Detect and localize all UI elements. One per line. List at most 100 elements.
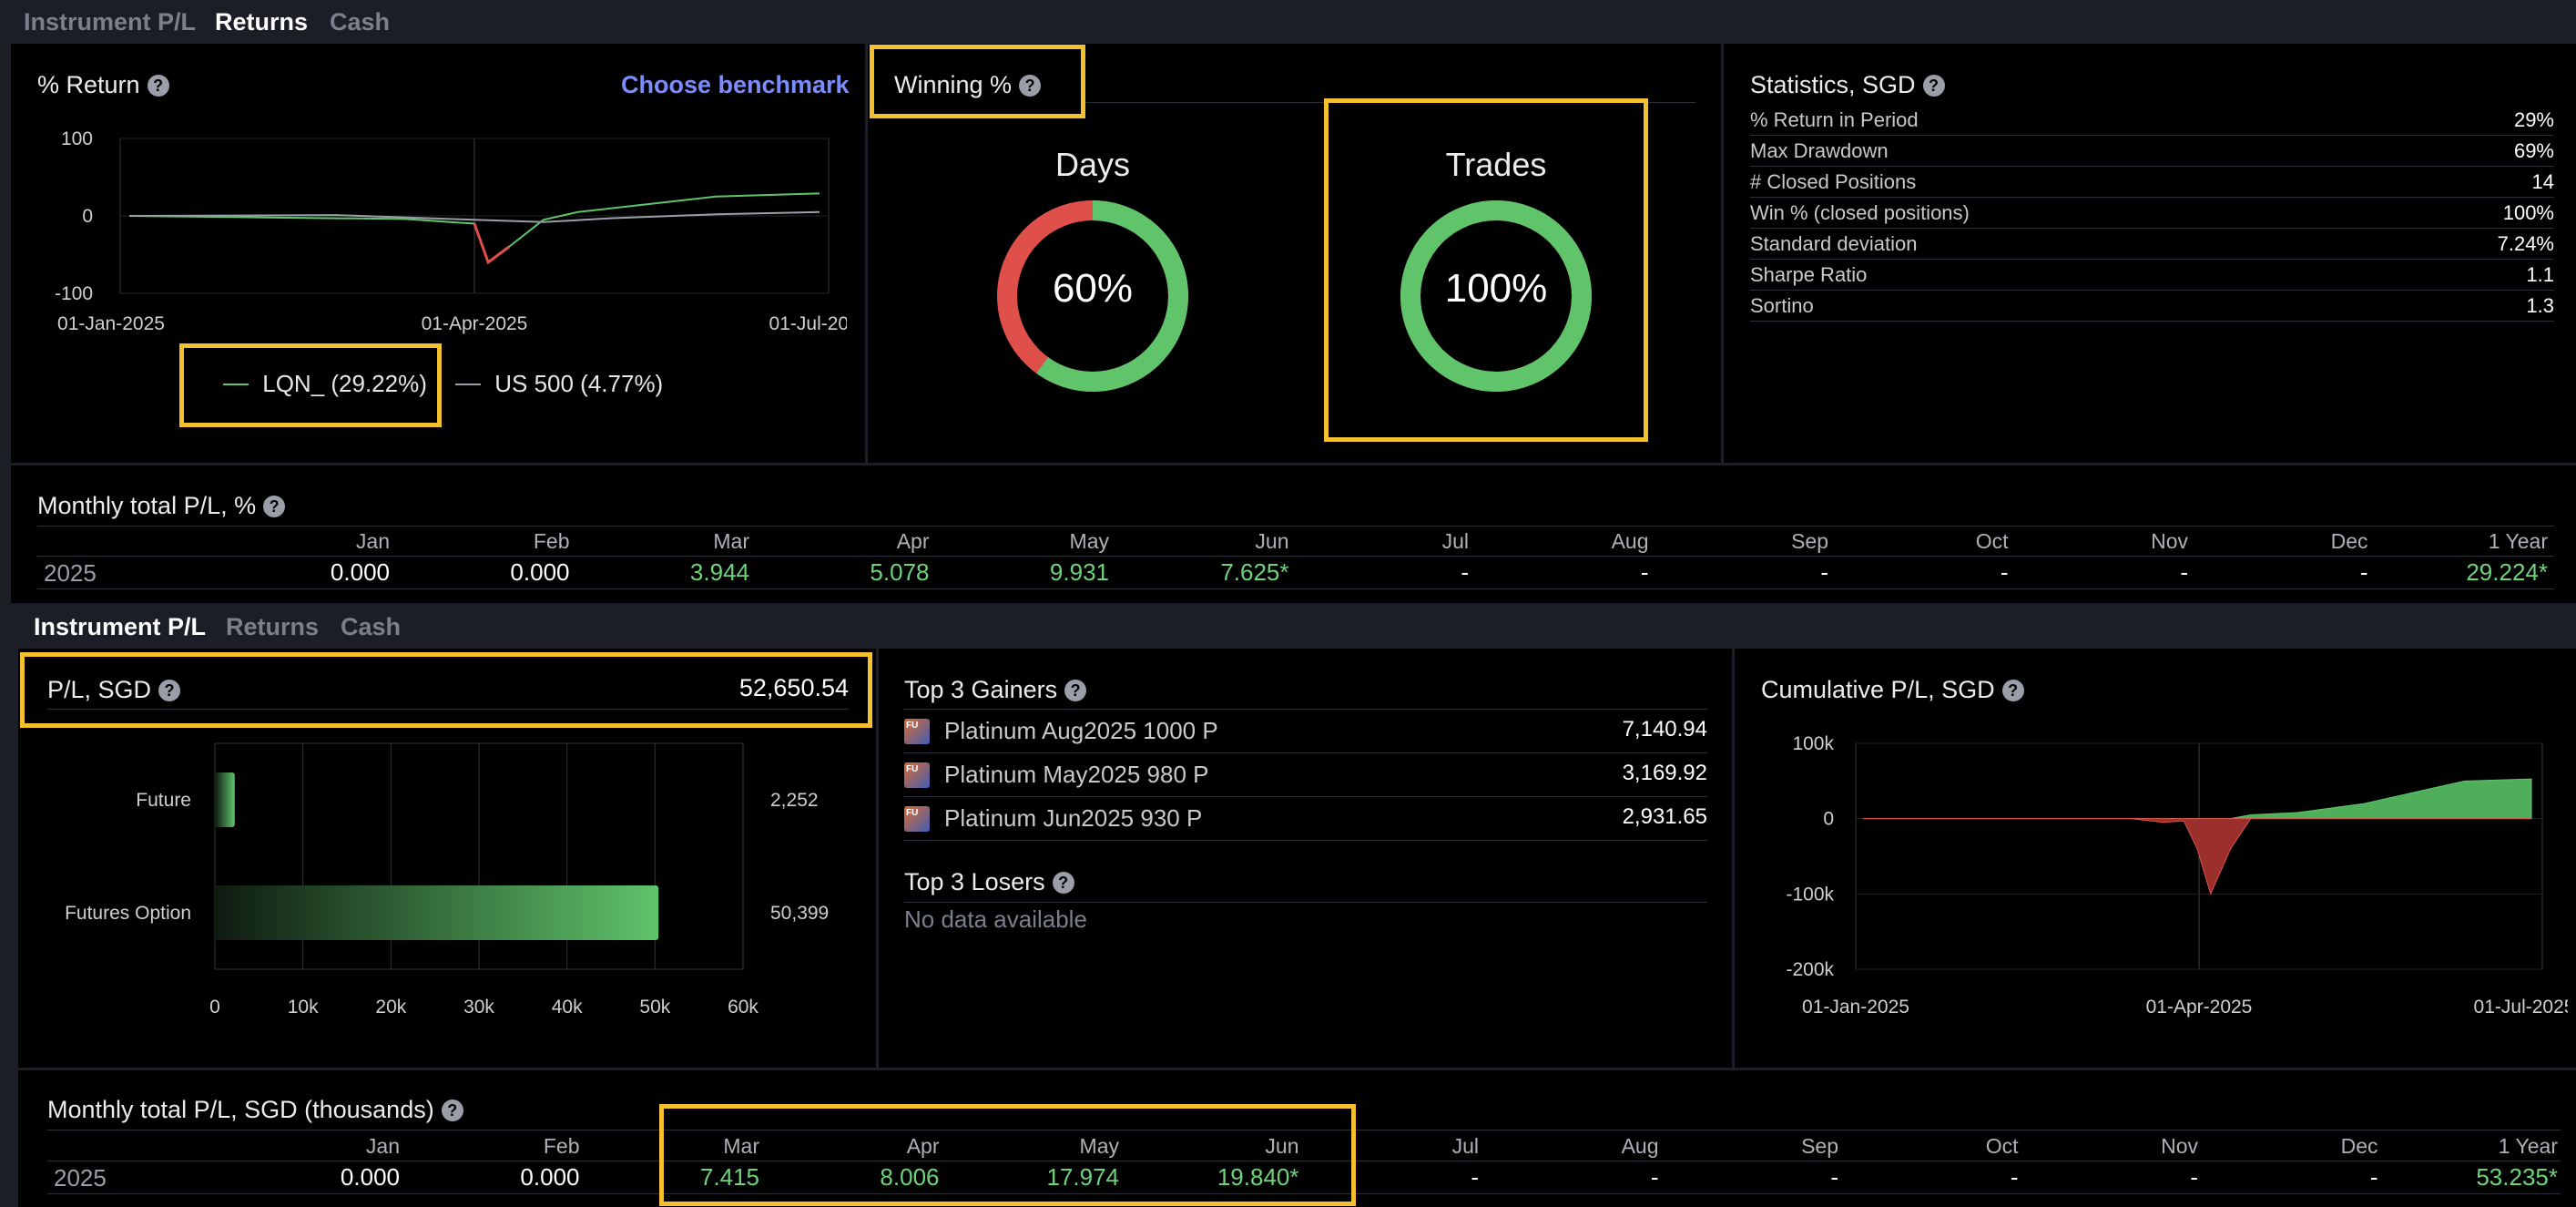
trades-label: Trades <box>1445 146 1547 183</box>
month-header: Aug <box>1621 1134 1659 1158</box>
bar-value-label: 50,399 <box>770 903 829 924</box>
month-header: Dec <box>2330 529 2368 553</box>
winning-title: Winning %? <box>894 71 1042 99</box>
month-header: Jan <box>355 529 390 553</box>
legend-item-us500[interactable]: US 500 (4.77%) <box>455 370 663 398</box>
month-value: 0.000 <box>520 1163 580 1191</box>
month-value: - <box>2010 1163 2019 1191</box>
month-header: Nov <box>2151 529 2188 553</box>
month-value: - <box>1830 1163 1838 1191</box>
stat-value: 29% <box>2513 108 2554 131</box>
bar-value-label: 2,252 <box>770 790 819 811</box>
month-header: Oct <box>1975 529 2009 553</box>
month-value: - <box>2369 1163 2378 1191</box>
help-icon[interactable]: ? <box>147 75 169 97</box>
month-value: - <box>1471 1163 1479 1191</box>
x-tick-label: 01-Jul-2025 <box>2474 997 2568 1018</box>
highlight-box <box>1324 98 1648 442</box>
divider-line <box>37 588 2554 589</box>
help-icon[interactable]: ? <box>1052 872 1074 894</box>
month-header: Jul <box>1441 529 1469 553</box>
divider-line <box>37 526 2554 527</box>
month-header: 1 Year <box>2498 1134 2558 1158</box>
choose-benchmark-link[interactable]: Choose benchmark <box>621 71 850 98</box>
divider-line <box>904 709 1707 710</box>
divider-line <box>47 1193 2561 1194</box>
month-header: Aug <box>1611 529 1649 553</box>
month-value: - <box>2190 1163 2198 1191</box>
help-icon[interactable]: ? <box>263 496 286 517</box>
month-value: - <box>1650 1163 1659 1191</box>
stat-label: Max Drawdown <box>1750 139 1889 162</box>
month-header: Mar <box>723 1134 759 1158</box>
days-donut <box>997 200 1188 392</box>
year-label: 2025 <box>44 559 97 587</box>
negative-area <box>1863 818 2531 895</box>
panel-divider <box>1721 44 1724 463</box>
y-tick-label: -200k <box>1786 959 1834 980</box>
bar-0 <box>215 772 235 827</box>
stat-row: # Closed Positions 14 <box>1750 167 2554 198</box>
highlight-box <box>870 45 1085 118</box>
x-tick-label: 30k <box>463 997 494 1018</box>
x-tick-label: 01-Jan-2025 <box>57 313 165 334</box>
gainer-row[interactable]: FU Platinum May2025 980 P 3,169.92 <box>904 753 1707 797</box>
tab-instrument-pl[interactable]: Instrument P/L <box>24 8 197 36</box>
tab-instrument-pl[interactable]: Instrument P/L <box>34 613 207 640</box>
x-tick-label: 10k <box>288 997 319 1018</box>
category-label: Future <box>136 790 191 811</box>
days-value: 60% <box>1052 266 1134 311</box>
tab-cash[interactable]: Cash <box>330 8 391 36</box>
help-icon[interactable]: ? <box>1064 680 1087 701</box>
stat-value: 69% <box>2513 139 2554 162</box>
x-tick-label: 40k <box>552 997 583 1018</box>
month-header: Mar <box>713 529 749 553</box>
positive-area <box>1863 778 2532 820</box>
highlight-box <box>179 343 442 427</box>
future-option-icon: FU <box>904 806 930 832</box>
pl-total: 52,650.54 <box>738 674 849 701</box>
cumulative-title: Cumulative P/L, SGD? <box>1761 676 2024 704</box>
y-tick-label: -100 <box>55 283 93 304</box>
legend-item-lqn[interactable]: LQN_ (29.22%) <box>223 370 427 398</box>
month-header: May <box>1069 529 1109 553</box>
legend-line-icon <box>455 384 481 385</box>
highlight-box <box>659 1104 1356 1206</box>
y-tick-label: 100k <box>1792 733 1834 754</box>
help-icon[interactable]: ? <box>2001 680 2024 701</box>
x-tick-label: 01-Jan-2025 <box>1802 997 1909 1018</box>
panel-divider <box>1732 649 1735 1068</box>
month-value: 9.931 <box>1049 558 1109 586</box>
stat-row: Win % (closed positions) 100% <box>1750 198 2554 229</box>
help-icon[interactable]: ? <box>1922 75 1945 97</box>
month-header: Jan <box>365 1134 400 1158</box>
stat-label: % Return in Period <box>1750 108 1919 131</box>
month-value: - <box>2000 558 2009 586</box>
monthly-sgd-title: Monthly total P/L, SGD (thousands)? <box>47 1096 463 1124</box>
gainers-title: Top 3 Gainers? <box>904 676 1087 704</box>
panel-divider <box>18 1068 2576 1070</box>
future-option-icon: FU <box>904 762 930 788</box>
month-value: 8.006 <box>880 1163 940 1191</box>
month-value: 7.625* <box>1220 558 1289 586</box>
help-icon[interactable]: ? <box>441 1100 463 1121</box>
tab-returns[interactable]: Returns <box>215 8 309 36</box>
stat-label: Standard deviation <box>1750 232 1918 255</box>
month-value: - <box>2359 558 2368 586</box>
help-icon[interactable]: ? <box>158 680 181 701</box>
stat-row: Sortino 1.3 <box>1750 291 2554 322</box>
bar-1 <box>215 885 659 940</box>
gainer-row[interactable]: FU Platinum Jun2025 930 P 2,931.65 <box>904 797 1707 841</box>
panel-divider <box>11 463 2576 465</box>
divider-line <box>47 709 849 710</box>
help-icon[interactable]: ? <box>1019 75 1042 97</box>
x-tick-label: 50k <box>639 997 670 1018</box>
gainer-row[interactable]: FU Platinum Aug2025 1000 P 7,140.94 <box>904 710 1707 753</box>
pl-bar-chart: 0 10k 20k 30k 40k 50k 60k Future 2,252 Futures Op… <box>65 742 829 1018</box>
x-tick-label: 0 <box>209 997 220 1018</box>
tab-returns[interactable]: Returns <box>226 613 320 640</box>
tab-cash[interactable]: Cash <box>341 613 402 640</box>
month-header: 1 Year <box>2488 529 2548 553</box>
stat-value: 1.3 <box>2526 294 2554 317</box>
divider-line <box>904 902 1707 903</box>
